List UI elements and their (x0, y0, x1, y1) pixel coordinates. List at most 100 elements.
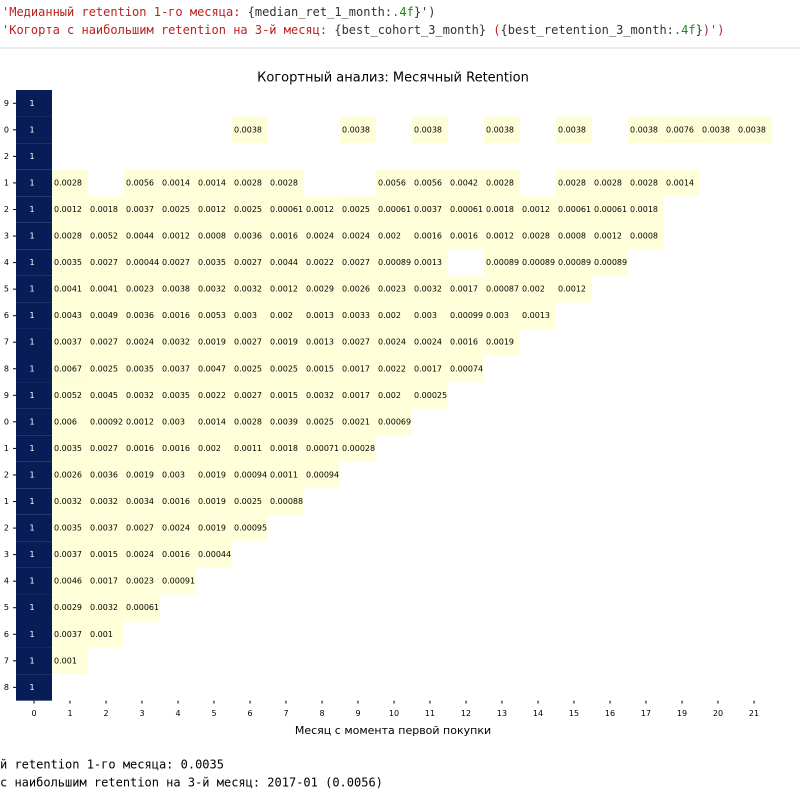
heatmap-cell (412, 275, 448, 303)
heatmap-cell (52, 594, 88, 621)
cell-label: 0.0017 (342, 391, 370, 400)
cell-label: 0.0028 (486, 178, 514, 187)
cell-label: 0.0024 (126, 338, 154, 347)
heatmap-cell (376, 169, 412, 197)
cell-label: 0.0037 (162, 364, 190, 373)
y-tick-label: 5 (4, 285, 9, 294)
heatmap-cell (52, 647, 88, 675)
cell-label: 0.0018 (90, 205, 118, 214)
heatmap-cell (232, 222, 268, 250)
heatmap-cell (448, 222, 484, 250)
heatmap-cell (52, 169, 88, 197)
heatmap-cell (16, 594, 52, 621)
heatmap-cell (16, 382, 52, 409)
cell-label: 1 (29, 285, 34, 294)
y-tick-label: 8 (4, 683, 9, 692)
heatmap-cell (556, 169, 592, 197)
cell-label: 0.0019 (198, 497, 226, 506)
cell-label: 0.0032 (414, 285, 442, 294)
heatmap-cell (16, 514, 52, 542)
cell-label: 0.002 (378, 391, 401, 400)
heatmap-cell (160, 355, 196, 383)
cell-label: 0.002 (198, 444, 221, 453)
cell-label: 0.0036 (234, 232, 262, 241)
cell-label: 0.0037 (414, 205, 442, 214)
heatmap-cell (268, 461, 304, 489)
heatmap-cell (340, 408, 376, 436)
heatmap-cell (52, 461, 88, 489)
heatmap-cell (124, 488, 160, 515)
cell-label: 0.0032 (198, 285, 226, 294)
cell-label: 0.0032 (90, 497, 118, 506)
cell-label: 0.0011 (234, 444, 262, 453)
cell-label: 0.0025 (162, 205, 190, 214)
heatmap-cell (88, 594, 124, 621)
heatmap-cell (376, 302, 412, 329)
heatmap-cell (232, 249, 268, 276)
heatmap-cell (16, 355, 52, 383)
heatmap-cell (160, 461, 196, 489)
cell-label: 0.00089 (558, 258, 591, 267)
cell-label: 0.00071 (306, 444, 339, 453)
heatmap-cell (484, 169, 520, 197)
heatmap-cell (304, 355, 340, 383)
heatmap-cell (520, 196, 556, 223)
heatmap-cell (412, 222, 448, 250)
x-tick-label: 7 (283, 709, 288, 718)
cell-label: 0.0019 (486, 338, 514, 347)
cell-label: 0.00089 (594, 258, 627, 267)
cell-label: 0.0038 (702, 125, 730, 134)
cell-label: 0.0033 (342, 311, 370, 320)
heatmap-cell (52, 328, 88, 356)
heatmap-cell (16, 116, 52, 144)
heatmap-cell (484, 116, 520, 144)
heatmap-cell (556, 275, 592, 303)
cell-label: 0.0008 (630, 232, 658, 241)
cell-label: 0.0027 (342, 338, 370, 347)
y-tick-label: 2 (4, 205, 9, 214)
heatmap-cell (448, 302, 484, 329)
cell-label: 0.0052 (54, 391, 82, 400)
heatmap-cell (160, 249, 196, 276)
cell-label: 0.0024 (126, 550, 154, 559)
cell-label: 1 (29, 125, 34, 134)
heatmap-cell (304, 222, 340, 250)
y-tick-label: 4 (4, 258, 9, 267)
heatmap-cell (592, 222, 628, 250)
cell-label: 0.0028 (234, 178, 262, 187)
heatmap-cell (16, 488, 52, 515)
heatmap-cell (664, 169, 700, 197)
heatmap-cell (520, 275, 556, 303)
cell-label: 0.0017 (414, 364, 442, 373)
heatmap-cell (196, 222, 232, 250)
heatmap-cell (52, 196, 88, 223)
cell-label: 1 (29, 603, 34, 612)
cell-label: 0.0028 (558, 178, 586, 187)
code-token: }') (414, 5, 436, 19)
cell-label: 0.0038 (342, 125, 370, 134)
code-token: )') (703, 23, 725, 37)
heatmap-cell (196, 355, 232, 383)
cell-label: 1 (29, 577, 34, 586)
code-token: {median_ret_1_month: (248, 5, 393, 19)
cell-label: 1 (29, 656, 34, 665)
heatmap-cell (88, 461, 124, 489)
cell-label: 0.0022 (198, 391, 226, 400)
heatmap-cell (376, 196, 412, 223)
cell-label: 0.0035 (162, 391, 190, 400)
cell-label: 0.0016 (450, 338, 478, 347)
heatmap-cell (304, 249, 340, 276)
heatmap-cell (412, 302, 448, 329)
cell-label: 0.00044 (126, 258, 159, 267)
cell-label: 0.0019 (126, 470, 154, 479)
cell-label: 0.0039 (270, 417, 298, 426)
x-tick-label: 11 (425, 709, 435, 718)
cell-label: 0.0019 (198, 524, 226, 533)
cell-label: 0.002 (270, 311, 293, 320)
y-tick-label: 6 (4, 311, 9, 320)
cell-label: 1 (29, 391, 34, 400)
heatmap-cell (304, 461, 340, 489)
cell-label: 0.0016 (414, 232, 442, 241)
cell-label: 0.0022 (378, 364, 406, 373)
cell-label: 0.00074 (450, 364, 483, 373)
